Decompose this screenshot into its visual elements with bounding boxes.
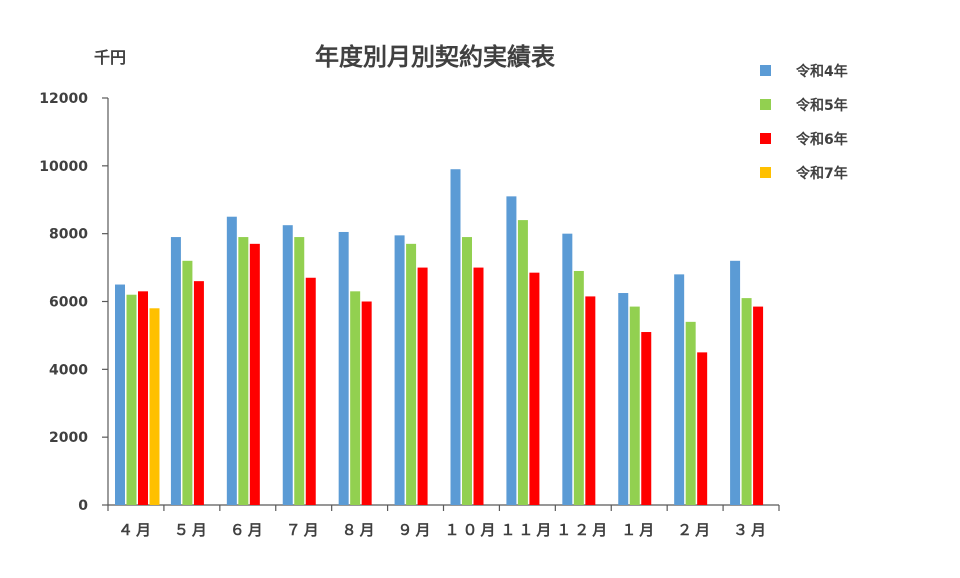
bar-令和5年-１月 xyxy=(629,306,640,505)
bar-令和5年-７月 xyxy=(294,237,305,505)
bar-令和6年-８月 xyxy=(361,301,372,505)
bar-令和6年-９月 xyxy=(417,267,428,505)
bar-令和4年-６月 xyxy=(226,216,237,506)
bar-令和5年-１１月 xyxy=(517,220,528,505)
y-tick-label: 0 xyxy=(78,498,88,514)
bar-令和6年-２月 xyxy=(697,352,708,505)
bar-令和6年-６月 xyxy=(249,243,260,505)
x-tick-label: ４月 xyxy=(118,521,154,539)
legend-label: 令和4年 xyxy=(795,63,848,80)
bar-令和7年-４月 xyxy=(149,308,160,505)
bar-令和5年-３月 xyxy=(741,298,752,505)
legend-label: 令和5年 xyxy=(795,97,848,114)
y-tick-label: 10000 xyxy=(39,159,88,175)
legend-swatch xyxy=(760,65,771,76)
x-tick-label: ６月 xyxy=(230,521,266,539)
bar-令和6年-４月 xyxy=(138,291,148,505)
x-tick-label: ２月 xyxy=(677,521,713,539)
x-tick-label: １１月 xyxy=(500,521,554,539)
bars xyxy=(115,169,764,506)
y-tick-label: 8000 xyxy=(49,227,88,243)
bar-令和5年-６月 xyxy=(238,237,249,505)
bar-令和4年-２月 xyxy=(674,274,685,505)
x-tick-label: ７月 xyxy=(286,521,322,539)
bar-令和4年-１月 xyxy=(618,293,629,505)
bar-令和4年-１２月 xyxy=(562,233,573,505)
x-tick-label: ９月 xyxy=(398,521,434,539)
bar-令和6年-１０月 xyxy=(473,267,484,505)
y-tick-label: 12000 xyxy=(39,91,88,107)
bar-令和5年-１０月 xyxy=(462,237,472,505)
legend-swatch xyxy=(760,167,771,178)
bar-令和5年-１２月 xyxy=(573,270,584,505)
bar-令和6年-７月 xyxy=(305,277,316,505)
x-tick-label: ３月 xyxy=(733,521,769,539)
y-axis-unit-label: 千円 xyxy=(94,48,126,67)
y-tick-label: 4000 xyxy=(49,362,88,378)
bar-令和5年-４月 xyxy=(126,294,137,505)
bar-令和4年-５月 xyxy=(170,237,181,505)
y-axis: 0 2000 4000 6000 8000 10000 12000 xyxy=(39,91,109,514)
legend-label: 令和7年 xyxy=(795,165,848,182)
y-tick-label: 2000 xyxy=(49,430,88,446)
bar-令和6年-１月 xyxy=(641,332,652,505)
y-tick-label: 6000 xyxy=(49,295,88,311)
bar-令和5年-８月 xyxy=(350,291,361,505)
x-tick-label: ８月 xyxy=(342,521,378,539)
bar-令和6年-１２月 xyxy=(585,296,596,505)
x-tick-label: １月 xyxy=(621,521,657,539)
bar-令和4年-１１月 xyxy=(506,196,517,505)
x-tick-label: ５月 xyxy=(174,521,210,539)
bar-令和4年-９月 xyxy=(394,235,405,506)
bar-令和6年-５月 xyxy=(193,281,204,505)
x-tick-label: １０月 xyxy=(444,521,498,539)
x-tick-label: １２月 xyxy=(556,521,610,539)
bar-令和6年-１１月 xyxy=(529,272,540,505)
bar-令和4年-３月 xyxy=(730,260,741,505)
legend-swatch xyxy=(760,99,771,110)
bar-令和4年-１０月 xyxy=(450,169,461,505)
bar-令和5年-２月 xyxy=(685,321,696,505)
bar-令和4年-７月 xyxy=(282,225,293,505)
bar-令和6年-３月 xyxy=(753,306,764,505)
bar-令和5年-９月 xyxy=(406,243,417,505)
chart-title: 年度別月別契約実績表 xyxy=(315,43,556,71)
legend-label: 令和6年 xyxy=(795,131,848,148)
legend-swatch xyxy=(760,133,771,144)
bar-令和4年-４月 xyxy=(115,284,125,505)
x-axis: ４月 ５月 ６月 ７月 ８月 ９月 １０月 １１月 １２月 １月 ２月 ３月 xyxy=(107,504,780,539)
bar-令和5年-５月 xyxy=(182,260,193,505)
bar-令和4年-８月 xyxy=(338,231,349,506)
